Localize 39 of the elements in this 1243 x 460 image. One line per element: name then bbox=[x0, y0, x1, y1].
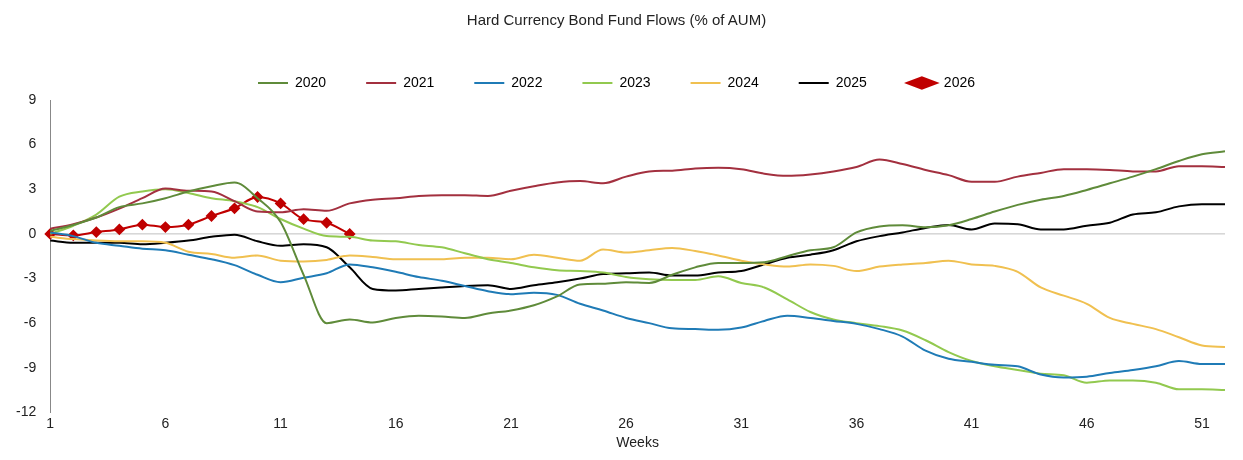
chart-title: Hard Currency Bond Fund Flows (% of AUM) bbox=[466, 11, 767, 29]
point bbox=[159, 221, 171, 233]
y-tick-label: 9 bbox=[28, 90, 37, 107]
point bbox=[229, 202, 241, 214]
x-tick-label: 41 bbox=[963, 414, 980, 431]
x-tick-label: 11 bbox=[273, 414, 289, 431]
x-tick-label: 16 bbox=[387, 414, 404, 431]
y-tick-label: 0 bbox=[28, 224, 37, 241]
point bbox=[321, 217, 333, 229]
legend-label: 2026 bbox=[943, 73, 976, 90]
x-tick-label: 26 bbox=[618, 414, 635, 431]
y-tick-label: -9 bbox=[23, 358, 37, 375]
x-tick-label: 46 bbox=[1079, 414, 1095, 431]
x-tick-label: 36 bbox=[848, 414, 865, 431]
x-axis-title: Weeks bbox=[616, 434, 659, 451]
point bbox=[182, 219, 194, 231]
point bbox=[205, 210, 217, 222]
point bbox=[298, 213, 310, 225]
y-tick-label: -3 bbox=[23, 269, 37, 286]
point bbox=[113, 223, 125, 235]
y-tick-label: 3 bbox=[28, 180, 37, 197]
legend-label: 2020 bbox=[294, 73, 327, 90]
x-tick-label: 1 bbox=[46, 414, 55, 431]
y-tick-label: 6 bbox=[28, 135, 37, 152]
legend-label: 2022 bbox=[511, 73, 543, 90]
legend-label: 2023 bbox=[619, 73, 651, 90]
point bbox=[136, 219, 148, 231]
x-tick-label: 6 bbox=[161, 414, 170, 431]
y-tick-label: -6 bbox=[23, 314, 37, 330]
x-tick-label: 31 bbox=[733, 414, 750, 431]
legend-label: 2024 bbox=[727, 73, 759, 90]
point bbox=[90, 226, 102, 238]
point bbox=[344, 228, 356, 240]
legend-label: 2025 bbox=[835, 73, 868, 90]
y-tick-label: -12 bbox=[16, 403, 37, 420]
x-tick-label: 51 bbox=[1194, 414, 1210, 431]
point bbox=[275, 197, 287, 209]
x-tick-label: 21 bbox=[503, 414, 519, 431]
legend-label: 2021 bbox=[403, 73, 435, 90]
